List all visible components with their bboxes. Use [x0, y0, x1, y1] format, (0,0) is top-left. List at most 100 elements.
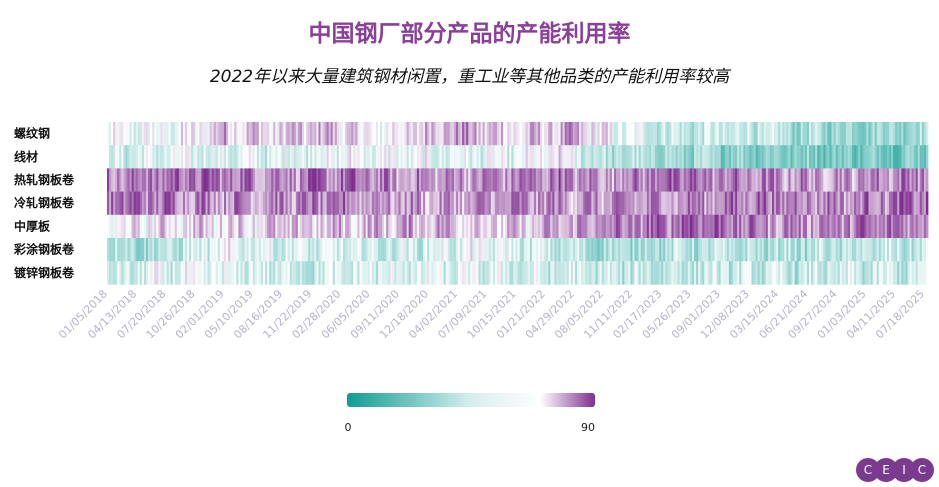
- heatmap-cell: [304, 238, 307, 262]
- heatmap-cell: [154, 238, 157, 262]
- heatmap-cell: [581, 191, 584, 216]
- heatmap-cell: [901, 238, 904, 262]
- heatmap-cell: [622, 214, 625, 239]
- heatmap-cell: [827, 122, 830, 146]
- heatmap-cell: [187, 191, 190, 216]
- heatmap-cell: [558, 122, 561, 146]
- heatmap-cell: [515, 238, 518, 262]
- heatmap-cell: [634, 214, 637, 239]
- heatmap-cell: [802, 238, 806, 262]
- heatmap-cell: [322, 168, 325, 192]
- heatmap-cell: [835, 191, 839, 216]
- heatmap-cell: [884, 191, 888, 216]
- heatmap-cell: [917, 214, 921, 239]
- heatmap-cell: [258, 261, 262, 285]
- heatmap-cell: [712, 261, 715, 285]
- heatmap-cell: [792, 168, 795, 192]
- heatmap-cell: [462, 145, 465, 169]
- heatmap-cell: [283, 122, 286, 146]
- heatmap-cell: [891, 168, 894, 192]
- heatmap-cell: [382, 168, 385, 192]
- heatmap-cell: [761, 168, 765, 192]
- heatmap-cell: [579, 168, 582, 192]
- heatmap-cell: [882, 261, 886, 285]
- heatmap-cell: [708, 191, 711, 216]
- heatmap-cell: [443, 214, 447, 239]
- heatmap-cell: [540, 122, 543, 146]
- heatmap-cell: [248, 261, 252, 285]
- heatmap-cell: [406, 168, 410, 192]
- heatmap-cell: [556, 214, 559, 239]
- heatmap-cell: [262, 214, 266, 239]
- heatmap-cell: [611, 214, 615, 239]
- heatmap-cell: [735, 238, 738, 262]
- heatmap-cell: [558, 238, 561, 262]
- heatmap-cell: [379, 122, 383, 146]
- heatmap-cell: [236, 238, 239, 262]
- heatmap-cell: [421, 214, 424, 239]
- heatmap-cell: [170, 168, 174, 192]
- heatmap-cell: [464, 168, 467, 192]
- heatmap-cell: [870, 261, 873, 285]
- heatmap-cell: [702, 122, 705, 146]
- heatmap-cell: [517, 191, 520, 216]
- heatmap-cell: [457, 261, 461, 285]
- heatmap-cell: [123, 191, 126, 216]
- heatmap-cell: [599, 145, 603, 169]
- heatmap-cell: [626, 145, 629, 169]
- heatmap-cell: [377, 261, 381, 285]
- heatmap-cell: [377, 214, 381, 239]
- heatmap-cell: [655, 191, 658, 216]
- heatmap-cell: [811, 238, 814, 262]
- heatmap-cell: [289, 261, 293, 285]
- heatmap-cell: [193, 191, 196, 216]
- heatmap-cell: [201, 122, 204, 146]
- heatmap-cell: [392, 261, 395, 285]
- heatmap-cell: [396, 261, 399, 285]
- heatmap-cell: [154, 122, 157, 146]
- heatmap-cell: [903, 191, 906, 216]
- heatmap-cell: [343, 238, 346, 262]
- heatmap-cell: [675, 122, 678, 146]
- heatmap-cell: [665, 261, 668, 285]
- heatmap-cell: [439, 122, 442, 146]
- heatmap-cell: [632, 191, 635, 216]
- heatmap-cell: [457, 122, 461, 146]
- heatmap-cell: [813, 145, 816, 169]
- heatmap-cell: [866, 145, 869, 169]
- heatmap-cell: [585, 214, 588, 239]
- heatmap-cell: [246, 261, 250, 285]
- heatmap-cell: [201, 238, 204, 262]
- heatmap-cell: [691, 214, 695, 239]
- heatmap-cell: [763, 122, 767, 146]
- heatmap-cell: [895, 238, 898, 262]
- heatmap-cell: [579, 191, 582, 216]
- heatmap-cell: [720, 122, 724, 146]
- heatmap-cell: [782, 214, 785, 239]
- heatmap-cell: [587, 214, 590, 239]
- heatmap-cell: [281, 214, 284, 239]
- heatmap-cell: [593, 261, 596, 285]
- heatmap-cell: [207, 214, 211, 239]
- heatmap-cell: [903, 168, 906, 192]
- heatmap-cell: [496, 214, 500, 239]
- heatmap-cell: [667, 191, 670, 216]
- heatmap-cell: [852, 145, 855, 169]
- heatmap-cell: [267, 145, 270, 169]
- legend-max-label: 90: [581, 421, 595, 434]
- heatmap-cell: [878, 261, 882, 285]
- heatmap-cell: [616, 238, 619, 262]
- heatmap-cell: [677, 168, 681, 192]
- heatmap-cell: [310, 145, 313, 169]
- heatmap-cell: [488, 168, 492, 192]
- heatmap-cell: [258, 145, 262, 169]
- heatmap-cell: [687, 191, 691, 216]
- heatmap-cell: [408, 122, 412, 146]
- heatmap-cell: [499, 214, 502, 239]
- heatmap-cell: [320, 191, 323, 216]
- heatmap-cell: [696, 122, 699, 146]
- heatmap-cell: [357, 191, 360, 216]
- heatmap-cell: [821, 168, 824, 192]
- heatmap-cell: [439, 261, 442, 285]
- heatmap-cell: [228, 238, 231, 262]
